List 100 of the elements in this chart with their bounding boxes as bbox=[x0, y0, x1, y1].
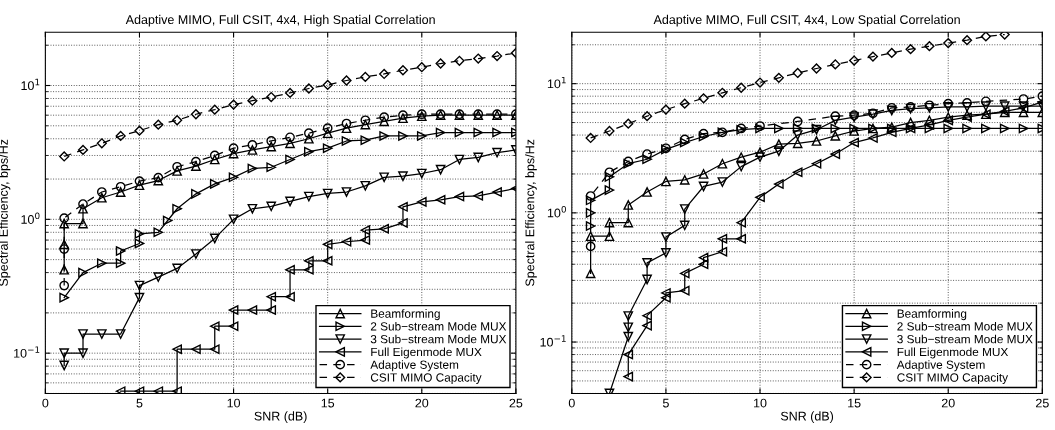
point bbox=[679, 204, 690, 214]
point bbox=[172, 166, 182, 176]
point bbox=[96, 192, 107, 203]
point bbox=[830, 149, 841, 159]
point bbox=[886, 47, 897, 59]
point bbox=[322, 128, 333, 139]
point bbox=[360, 180, 371, 191]
point bbox=[585, 221, 596, 231]
point bbox=[604, 125, 615, 137]
point bbox=[491, 50, 503, 62]
x-tick-label: 10 bbox=[227, 398, 241, 408]
point bbox=[679, 285, 690, 296]
point bbox=[59, 264, 70, 275]
point bbox=[398, 201, 408, 212]
point bbox=[868, 133, 878, 143]
point bbox=[717, 177, 728, 187]
point bbox=[623, 349, 634, 360]
point bbox=[736, 82, 747, 93]
point bbox=[247, 163, 258, 174]
point bbox=[153, 386, 164, 394]
point bbox=[153, 119, 164, 130]
point bbox=[604, 167, 615, 178]
point bbox=[585, 241, 596, 252]
point bbox=[604, 217, 615, 228]
point bbox=[78, 348, 88, 359]
point bbox=[228, 143, 239, 154]
point bbox=[162, 215, 173, 226]
legend-label: CSIT MIMO Capacity bbox=[897, 373, 1009, 385]
point bbox=[266, 162, 277, 173]
point bbox=[642, 320, 652, 331]
point bbox=[416, 131, 427, 141]
point bbox=[736, 233, 747, 244]
point bbox=[209, 179, 220, 189]
point bbox=[773, 146, 784, 157]
point bbox=[773, 72, 784, 83]
point bbox=[228, 172, 239, 183]
point bbox=[59, 360, 70, 371]
point bbox=[830, 111, 841, 122]
point bbox=[661, 176, 671, 187]
point bbox=[172, 344, 182, 355]
point bbox=[792, 116, 803, 127]
point bbox=[228, 214, 239, 225]
point bbox=[59, 244, 70, 254]
point bbox=[962, 98, 972, 108]
x-tick-label: 20 bbox=[941, 398, 955, 408]
point bbox=[115, 187, 126, 197]
point bbox=[849, 137, 859, 148]
point bbox=[717, 233, 728, 244]
point bbox=[134, 125, 145, 136]
legend-label: Beamforming bbox=[897, 309, 967, 321]
point bbox=[830, 59, 841, 70]
point bbox=[115, 181, 126, 192]
point bbox=[492, 127, 502, 138]
point bbox=[924, 115, 935, 126]
point bbox=[943, 98, 954, 109]
x-tick-label: 5 bbox=[662, 398, 669, 408]
point bbox=[59, 151, 70, 162]
point bbox=[341, 118, 352, 129]
point bbox=[755, 152, 765, 162]
point bbox=[360, 71, 371, 82]
point bbox=[830, 115, 841, 126]
point bbox=[962, 123, 972, 134]
point bbox=[1018, 107, 1029, 118]
point bbox=[792, 167, 803, 178]
point bbox=[623, 118, 634, 129]
point bbox=[59, 218, 70, 229]
point bbox=[492, 147, 502, 158]
point bbox=[773, 123, 784, 134]
point bbox=[585, 195, 596, 206]
point bbox=[792, 130, 803, 140]
point bbox=[717, 87, 728, 98]
point bbox=[717, 246, 728, 257]
point bbox=[172, 263, 182, 274]
point bbox=[59, 348, 70, 359]
x-tick-label: 0 bbox=[568, 398, 575, 408]
point bbox=[247, 140, 258, 150]
point bbox=[924, 41, 935, 52]
point bbox=[59, 213, 70, 224]
point bbox=[341, 123, 352, 134]
point bbox=[77, 144, 89, 156]
legend-label: 3 Sub−stream Mode MUX bbox=[370, 334, 507, 344]
point bbox=[115, 329, 126, 339]
point bbox=[623, 217, 634, 228]
point bbox=[642, 310, 652, 321]
point bbox=[755, 147, 765, 158]
point bbox=[398, 131, 408, 141]
point bbox=[134, 228, 145, 239]
point bbox=[191, 249, 201, 259]
point bbox=[360, 135, 371, 146]
point bbox=[585, 268, 596, 279]
legend-label: CSIT MIMO Capacity bbox=[370, 373, 482, 385]
x-axis-title: SNR (dB) bbox=[254, 411, 307, 423]
point bbox=[266, 141, 277, 152]
point bbox=[1018, 123, 1029, 134]
point bbox=[473, 152, 484, 163]
point bbox=[209, 150, 220, 161]
y-tick-label: 10$^{−1}$ bbox=[540, 335, 566, 347]
point bbox=[435, 164, 446, 175]
legend-label: Beamforming bbox=[371, 309, 440, 321]
point bbox=[171, 115, 183, 126]
